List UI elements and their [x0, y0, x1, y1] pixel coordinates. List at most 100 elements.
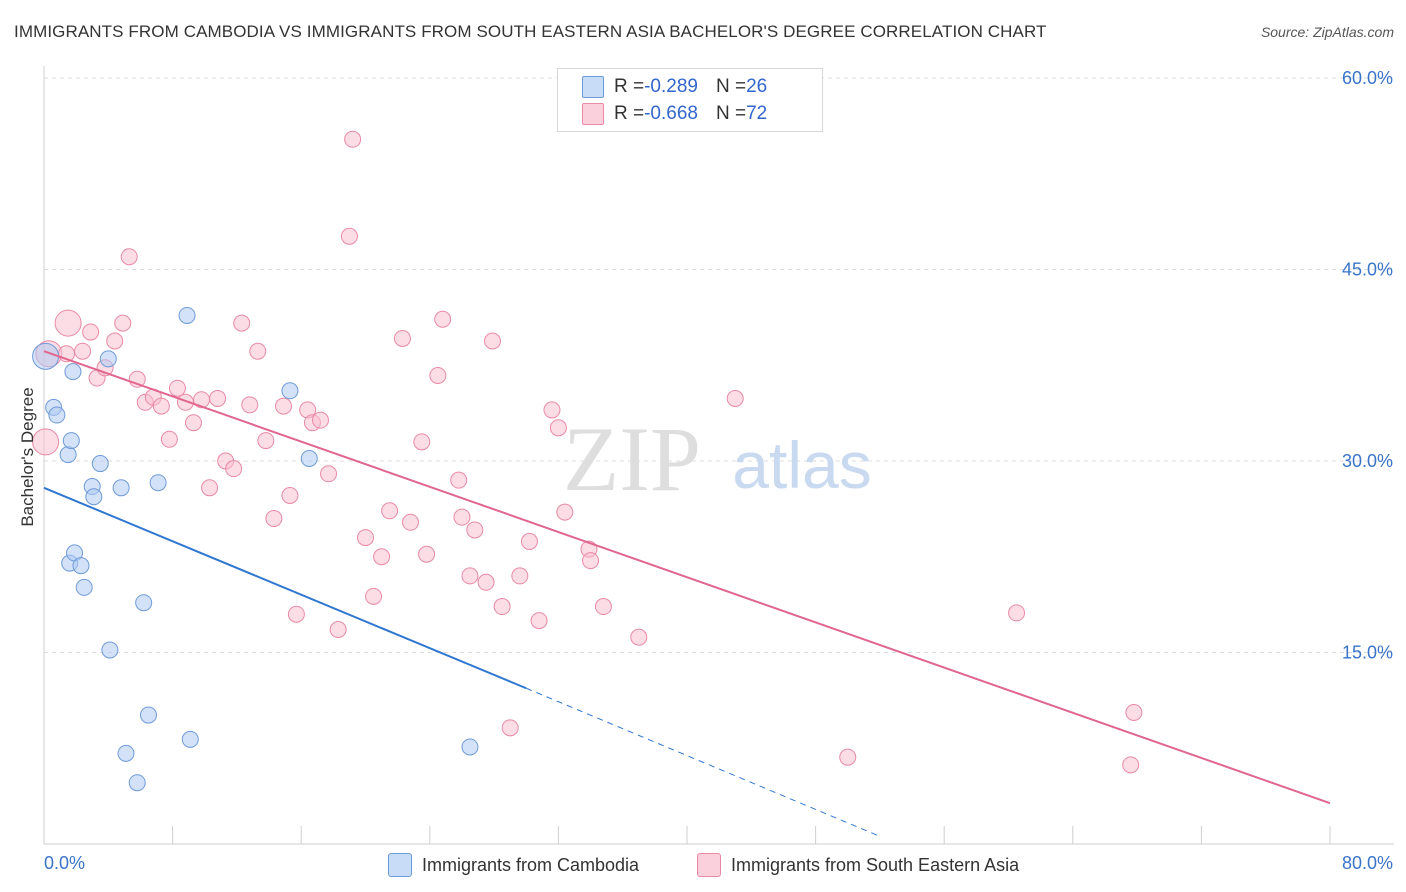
data-point [320, 465, 338, 483]
y-tick-label: 60.0% [1342, 68, 1393, 88]
legend-row-cambodia: R = -0.289 N = 26 [582, 73, 767, 101]
bottom-legend-label-cambodia: Immigrants from Cambodia [422, 854, 640, 875]
data-point [381, 502, 399, 520]
correlation-legend: R = -0.289 N = 26 R = -0.668 N = 72 [557, 68, 823, 132]
source-credit: Source: ZipAtlas.com [1260, 24, 1394, 40]
data-point [241, 396, 259, 414]
data-point [128, 774, 146, 792]
data-point [64, 363, 82, 381]
data-point [101, 641, 119, 659]
data-point [520, 532, 538, 550]
data-point [275, 397, 293, 415]
data-point [181, 730, 199, 748]
data-point [106, 332, 124, 350]
data-point [257, 432, 275, 450]
data-point [549, 419, 567, 437]
data-point [209, 389, 227, 407]
data-point [59, 446, 77, 464]
watermark-atlas: atlas [732, 428, 871, 502]
data-point [287, 605, 305, 623]
data-point [114, 314, 132, 332]
bottom-legend-cambodia[interactable]: Immigrants from Cambodia [388, 852, 639, 878]
data-point [329, 621, 347, 639]
data-point [1008, 604, 1026, 622]
data-point [543, 401, 561, 419]
data-point [281, 382, 299, 400]
data-point [32, 428, 60, 456]
legend-n-value: 26 [746, 76, 768, 97]
data-point [201, 479, 219, 497]
data-point [413, 433, 431, 451]
y-tick-label: 15.0% [1342, 643, 1393, 663]
data-point [74, 342, 92, 360]
data-point [48, 406, 66, 424]
x-tick-label: 0.0% [44, 853, 85, 873]
data-point [91, 455, 109, 473]
data-point [373, 548, 391, 566]
data-point [594, 598, 612, 616]
data-point [265, 509, 283, 527]
legend-swatch-cambodia [582, 76, 604, 98]
legend-n-label: N = [715, 103, 747, 124]
legend-swatch-south-eastern-asia [582, 103, 604, 125]
data-point [357, 529, 374, 547]
bottom-legend-south-eastern-asia[interactable]: Immigrants from South Eastern Asia [697, 852, 1019, 878]
data-point [418, 545, 436, 563]
data-point [82, 323, 100, 341]
data-point [511, 567, 529, 585]
chart-title: IMMIGRANTS FROM CAMBODIA VS IMMIGRANTS F… [14, 22, 1047, 41]
data-point [168, 379, 186, 397]
data-point [249, 342, 267, 360]
data-point [311, 411, 329, 429]
data-point [450, 471, 468, 489]
y-axis-label: Bachelor's Degree [18, 387, 37, 527]
trend-line [43, 350, 1331, 805]
data-point [461, 738, 479, 756]
data-point [99, 350, 117, 368]
legend-row-south-eastern-asia: R = -0.668 N = 72 [582, 100, 767, 128]
data-point [75, 578, 93, 596]
data-point [120, 248, 138, 266]
trend-line [43, 486, 527, 690]
data-point [582, 552, 600, 570]
legend-r-label: R = [614, 103, 645, 124]
trend-line-extension [526, 687, 881, 837]
data-point [434, 310, 452, 328]
data-point [501, 719, 519, 737]
data-point [344, 130, 362, 148]
data-point [149, 474, 167, 492]
data-point [178, 306, 196, 324]
data-point [85, 488, 103, 506]
y-tick-label: 45.0% [1342, 260, 1393, 280]
data-point [630, 628, 648, 646]
data-point [184, 414, 202, 432]
data-point [726, 389, 744, 407]
data-point [556, 503, 574, 521]
legend-n-label: N = [715, 76, 747, 97]
data-point [54, 309, 82, 337]
data-point [429, 366, 447, 384]
data-point [233, 314, 251, 332]
data-point [72, 557, 90, 575]
data-point [62, 432, 80, 450]
data-point [225, 460, 243, 478]
y-tick-label: 30.0% [1342, 451, 1393, 471]
data-point [1125, 704, 1143, 722]
legend-r-value: -0.668 [644, 103, 698, 124]
data-point [112, 479, 130, 497]
data-point [281, 486, 299, 504]
data-point [839, 748, 857, 766]
data-point [139, 706, 157, 724]
data-point [402, 513, 420, 531]
data-point [483, 332, 501, 350]
watermark-zip: ZIP [563, 408, 701, 510]
x-tick-label: 80.0% [1342, 853, 1393, 873]
bottom-legend-label-south-eastern-asia: Immigrants from South Eastern Asia [731, 854, 1020, 875]
data-point [152, 397, 170, 415]
data-point [365, 587, 383, 605]
data-point [1122, 756, 1140, 774]
bottom-legend-swatch-cambodia [388, 853, 412, 877]
data-point [393, 329, 411, 347]
bottom-legend-swatch-south-eastern-asia [697, 853, 721, 877]
